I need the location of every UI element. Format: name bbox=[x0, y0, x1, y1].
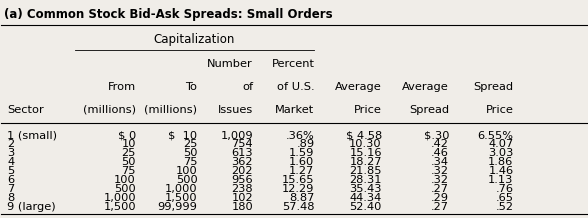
Text: Capitalization: Capitalization bbox=[154, 33, 235, 46]
Text: 1.86: 1.86 bbox=[488, 157, 513, 167]
Text: $ 4.58: $ 4.58 bbox=[346, 131, 382, 141]
Text: 4.07: 4.07 bbox=[488, 140, 513, 150]
Text: 8.87: 8.87 bbox=[289, 193, 315, 203]
Text: 44.34: 44.34 bbox=[349, 193, 382, 203]
Text: 956: 956 bbox=[232, 175, 253, 185]
Text: 28.31: 28.31 bbox=[349, 175, 382, 185]
Text: 8: 8 bbox=[7, 193, 15, 203]
Text: .89: .89 bbox=[296, 140, 315, 150]
Text: .76: .76 bbox=[496, 184, 513, 194]
Text: 2: 2 bbox=[7, 140, 14, 150]
Text: .65: .65 bbox=[496, 193, 513, 203]
Text: 7: 7 bbox=[7, 184, 15, 194]
Text: 52.40: 52.40 bbox=[349, 202, 382, 212]
Text: 180: 180 bbox=[231, 202, 253, 212]
Text: $  10: $ 10 bbox=[168, 131, 198, 141]
Text: (millions): (millions) bbox=[145, 105, 198, 115]
Text: 75: 75 bbox=[183, 157, 198, 167]
Text: 57.48: 57.48 bbox=[282, 202, 315, 212]
Text: 1,000: 1,000 bbox=[103, 193, 136, 203]
Text: 100: 100 bbox=[114, 175, 136, 185]
Text: Percent: Percent bbox=[272, 60, 315, 70]
Text: Average: Average bbox=[335, 82, 382, 92]
Text: 238: 238 bbox=[232, 184, 253, 194]
Text: 4: 4 bbox=[7, 157, 14, 167]
Text: Spread: Spread bbox=[409, 105, 449, 115]
Text: 1.13: 1.13 bbox=[488, 175, 513, 185]
Text: .32: .32 bbox=[431, 175, 449, 185]
Text: .46: .46 bbox=[431, 148, 449, 158]
Text: 1.60: 1.60 bbox=[289, 157, 315, 167]
Text: 1 (small): 1 (small) bbox=[7, 131, 57, 141]
Text: $.30: $.30 bbox=[423, 131, 449, 141]
Text: 9 (large): 9 (large) bbox=[7, 202, 56, 212]
Text: 102: 102 bbox=[232, 193, 253, 203]
Text: Issues: Issues bbox=[218, 105, 253, 115]
Text: To: To bbox=[185, 82, 198, 92]
Text: 6.55%: 6.55% bbox=[477, 131, 513, 141]
Text: 50: 50 bbox=[183, 148, 198, 158]
Text: 25: 25 bbox=[122, 148, 136, 158]
Text: 3: 3 bbox=[7, 148, 15, 158]
Text: 99,999: 99,999 bbox=[158, 202, 198, 212]
Text: 754: 754 bbox=[232, 140, 253, 150]
Text: 15.16: 15.16 bbox=[349, 148, 382, 158]
Text: 35.43: 35.43 bbox=[349, 184, 382, 194]
Text: 5: 5 bbox=[7, 166, 15, 176]
Text: 362: 362 bbox=[232, 157, 253, 167]
Text: 15.65: 15.65 bbox=[282, 175, 315, 185]
Text: 18.27: 18.27 bbox=[349, 157, 382, 167]
Text: 50: 50 bbox=[122, 157, 136, 167]
Text: 500: 500 bbox=[176, 175, 198, 185]
Text: 21.85: 21.85 bbox=[349, 166, 382, 176]
Text: .27: .27 bbox=[431, 184, 449, 194]
Text: .34: .34 bbox=[431, 157, 449, 167]
Text: Price: Price bbox=[486, 105, 513, 115]
Text: .32: .32 bbox=[431, 166, 449, 176]
Text: Market: Market bbox=[275, 105, 315, 115]
Text: 1,009: 1,009 bbox=[220, 131, 253, 141]
Text: of: of bbox=[242, 82, 253, 92]
Text: .36%: .36% bbox=[286, 131, 315, 141]
Text: From: From bbox=[108, 82, 136, 92]
Text: (a) Common Stock Bid-Ask Spreads: Small Orders: (a) Common Stock Bid-Ask Spreads: Small … bbox=[4, 8, 333, 21]
Text: 1.46: 1.46 bbox=[488, 166, 513, 176]
Text: .29: .29 bbox=[431, 193, 449, 203]
Text: 12.29: 12.29 bbox=[282, 184, 315, 194]
Text: Sector: Sector bbox=[7, 105, 44, 115]
Text: Number: Number bbox=[208, 60, 253, 70]
Text: 10: 10 bbox=[122, 140, 136, 150]
Text: 1,500: 1,500 bbox=[103, 202, 136, 212]
Text: 6: 6 bbox=[7, 175, 14, 185]
Text: 75: 75 bbox=[122, 166, 136, 176]
Text: 3.03: 3.03 bbox=[488, 148, 513, 158]
Text: .42: .42 bbox=[431, 140, 449, 150]
Text: 25: 25 bbox=[183, 140, 198, 150]
Text: 613: 613 bbox=[232, 148, 253, 158]
Text: .27: .27 bbox=[431, 202, 449, 212]
Text: Spread: Spread bbox=[473, 82, 513, 92]
Text: 1.27: 1.27 bbox=[289, 166, 315, 176]
Text: 100: 100 bbox=[176, 166, 198, 176]
Text: Average: Average bbox=[402, 82, 449, 92]
Text: 500: 500 bbox=[114, 184, 136, 194]
Text: 202: 202 bbox=[232, 166, 253, 176]
Text: .52: .52 bbox=[496, 202, 513, 212]
Text: 10.30: 10.30 bbox=[349, 140, 382, 150]
Text: 1,000: 1,000 bbox=[165, 184, 198, 194]
Text: of U.S.: of U.S. bbox=[277, 82, 315, 92]
Text: $ 0: $ 0 bbox=[118, 131, 136, 141]
Text: 1,500: 1,500 bbox=[165, 193, 198, 203]
Text: Price: Price bbox=[354, 105, 382, 115]
Text: (millions): (millions) bbox=[83, 105, 136, 115]
Text: 1.59: 1.59 bbox=[289, 148, 315, 158]
